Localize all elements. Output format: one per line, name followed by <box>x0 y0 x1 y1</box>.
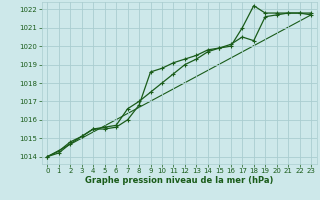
X-axis label: Graphe pression niveau de la mer (hPa): Graphe pression niveau de la mer (hPa) <box>85 176 273 185</box>
